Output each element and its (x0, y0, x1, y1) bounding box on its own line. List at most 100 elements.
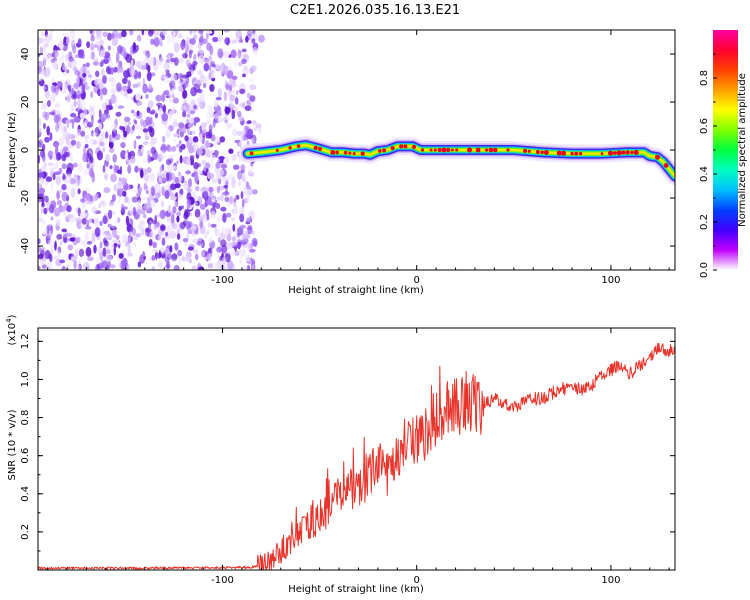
noise-speckle (205, 162, 211, 170)
noise-speckle (172, 165, 176, 170)
noise-speckle (213, 99, 219, 108)
noise-speckle (182, 238, 189, 243)
noise-speckle (66, 162, 74, 172)
colorbar-tick-label: 0.4 (699, 166, 710, 182)
noise-speckle (120, 142, 126, 149)
noise-speckle (193, 53, 197, 60)
noise-speckle (89, 195, 94, 202)
noise-speckle (136, 110, 140, 117)
noise-speckle (55, 113, 62, 122)
noise-speckle (141, 146, 145, 155)
noise-speckle (178, 254, 182, 265)
noise-speckle (208, 247, 212, 254)
noise-speckle (148, 239, 153, 246)
noise-speckle (105, 264, 110, 270)
noise-speckle (170, 57, 177, 63)
noise-speckle (177, 249, 183, 257)
noise-speckle (179, 146, 183, 153)
noise-speckle (108, 209, 113, 220)
noise-speckle (165, 128, 171, 139)
noise-speckle (62, 174, 67, 181)
noise-speckle (38, 213, 43, 222)
noise-speckle (112, 210, 116, 215)
noise-speckle (152, 219, 157, 225)
noise-speckle (38, 187, 46, 195)
y-tick-label: 0.2 (20, 524, 31, 540)
noise-speckle (236, 90, 239, 95)
noise-speckle (59, 56, 65, 64)
noise-speckle (224, 156, 230, 164)
noise-speckle (170, 253, 178, 262)
noise-speckle (247, 128, 254, 138)
noise-speckle (70, 101, 74, 112)
noise-speckle (124, 196, 129, 203)
noise-speckle (210, 134, 216, 142)
noise-speckle (230, 217, 235, 222)
noise-speckle (121, 85, 128, 92)
noise-speckle (42, 45, 46, 51)
noise-speckle (227, 90, 233, 97)
noise-speckle (165, 231, 169, 237)
noise-speckle (54, 162, 59, 169)
noise-speckle (220, 232, 224, 237)
noise-speckle (236, 232, 240, 238)
noise-speckle (173, 42, 180, 47)
noise-speckle (179, 155, 183, 164)
noise-speckle (227, 260, 234, 270)
noise-speckle (160, 225, 165, 230)
noise-speckle (245, 35, 249, 43)
noise-speckle (86, 241, 92, 245)
noise-speckle (126, 125, 131, 135)
noise-speckle (76, 141, 81, 149)
noise-speckle (102, 31, 109, 38)
noise-speckle (198, 97, 202, 103)
noise-speckle (207, 170, 211, 180)
noise-speckle (50, 182, 54, 190)
noise-speckle (131, 196, 138, 203)
noise-speckle (202, 38, 208, 44)
noise-speckle (90, 120, 95, 125)
noise-speckle (164, 190, 170, 199)
noise-speckle (223, 50, 230, 59)
noise-speckle (237, 61, 243, 67)
noise-speckle (109, 264, 116, 269)
noise-speckle (239, 88, 246, 95)
noise-speckle (136, 209, 142, 214)
noise-speckle (189, 110, 196, 115)
noise-speckle (236, 110, 242, 118)
noise-speckle (192, 34, 198, 39)
noise-speckle (105, 131, 109, 139)
noise-speckle (188, 136, 193, 144)
noise-speckle (80, 211, 87, 219)
noise-speckle (176, 233, 181, 240)
noise-speckle (248, 258, 252, 267)
noise-speckle (141, 30, 144, 36)
track-peak-dot (446, 147, 451, 153)
noise-speckle (101, 103, 107, 111)
noise-speckle (169, 111, 172, 122)
noise-speckle (151, 137, 158, 145)
noise-speckle (133, 112, 137, 117)
noise-speckle (252, 120, 257, 125)
noise-speckle (189, 258, 192, 264)
noise-speckle (156, 213, 160, 218)
noise-speckle (190, 87, 198, 97)
noise-speckle (151, 234, 154, 242)
noise-speckle (201, 252, 205, 258)
spectrogram-y-label: Frequency (Hz) (7, 112, 18, 188)
x-tick-label: -100 (211, 275, 234, 286)
noise-speckle (61, 228, 67, 233)
noise-speckle (44, 111, 49, 121)
noise-speckle (46, 207, 50, 212)
track-peak-dot (475, 147, 481, 153)
noise-speckle (127, 152, 131, 161)
noise-speckle (189, 30, 193, 35)
noise-speckle (43, 123, 46, 129)
noise-speckle (86, 212, 89, 218)
noise-speckle (101, 113, 108, 121)
noise-speckle (85, 217, 93, 226)
noise-speckle (99, 50, 106, 58)
noise-speckle (72, 182, 79, 191)
noise-speckle (97, 119, 102, 124)
